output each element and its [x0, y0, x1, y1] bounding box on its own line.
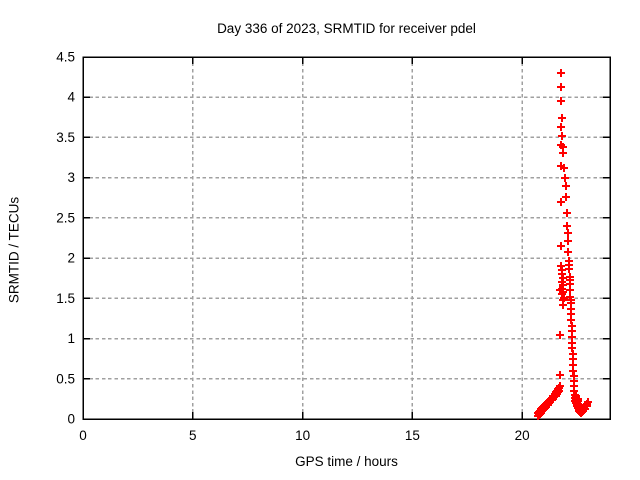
y-tick-label: 0.5: [56, 371, 75, 386]
x-axis-title: GPS time / hours: [295, 454, 398, 469]
y-tick-label: 4: [67, 90, 75, 105]
y-tick-label: 0: [67, 412, 75, 427]
x-tick-label: 10: [295, 428, 310, 443]
x-tick-label: 20: [515, 428, 530, 443]
plot-border: [82, 56, 611, 420]
x-tick-label: 5: [189, 428, 197, 443]
y-tick-label: 4.5: [56, 50, 75, 65]
y-tick-label: 2: [67, 251, 75, 266]
series-srmtid-points: [534, 69, 592, 420]
y-tick-label: 1.5: [56, 291, 75, 306]
x-tick-label: 15: [405, 428, 420, 443]
y-axis-title: SRMTID / TECUs: [6, 196, 22, 304]
chart-title: Day 336 of 2023, SRMTID for receiver pde…: [217, 21, 476, 36]
gridlines: [83, 57, 610, 419]
y-tick-label: 1: [67, 331, 75, 346]
axis-ticks: [82, 56, 610, 420]
y-tick-label: 3.5: [56, 130, 75, 145]
y-tick-label: 3: [67, 170, 75, 185]
x-tick-label: 0: [79, 428, 87, 443]
y-tick-label: 2.5: [56, 210, 75, 225]
